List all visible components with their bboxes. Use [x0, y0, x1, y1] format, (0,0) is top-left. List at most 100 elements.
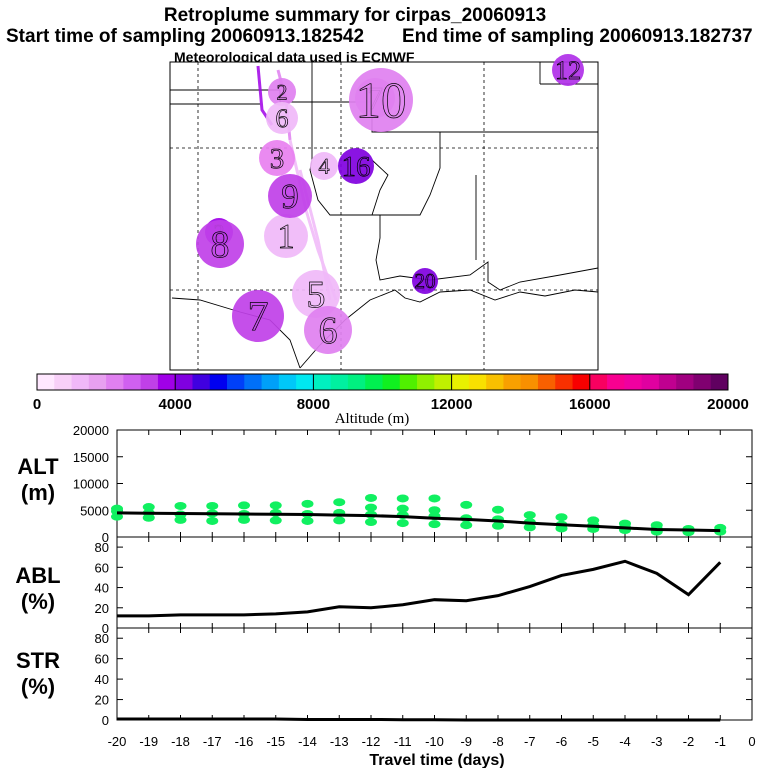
x-tick-label: -16	[235, 734, 254, 749]
x-tick-label: -17	[203, 734, 222, 749]
colorbar-cell	[537, 374, 556, 390]
mean-altitude-line	[116, 511, 721, 533]
x-axis-tick-labels: -20 -19 -18 -17 -16 -15 -14 -13 -12 -11 -10 -9 -8 -7-…	[108, 734, 756, 749]
y-tick-label: 20000	[73, 423, 109, 438]
colorbar-tick-label: 12000	[431, 396, 473, 413]
colorbar-cell	[37, 374, 55, 390]
plume-label: 7	[248, 294, 269, 340]
x-tick-label: 0	[748, 734, 755, 749]
altitude-point	[333, 516, 346, 525]
colorbar-tick-label: 8000	[297, 396, 330, 413]
colorbar-cell	[555, 374, 573, 390]
plume-label: 20	[415, 269, 436, 293]
colorbar-cell	[123, 374, 142, 390]
colorbar-cell	[710, 374, 729, 390]
colorbar-cell	[607, 374, 625, 390]
y-tick-label: 20	[95, 601, 109, 616]
plume-label: 4	[319, 154, 330, 179]
altitude-point	[460, 521, 473, 530]
plume-marker: 8	[196, 220, 244, 268]
colorbar-cell	[347, 374, 366, 390]
colorbar-cell	[399, 374, 418, 390]
plume-marker: 7	[232, 290, 284, 342]
y-tick-label: 5000	[80, 503, 109, 518]
altitude-point	[365, 493, 377, 502]
plume-marker: 6	[304, 306, 352, 354]
plume-label: 8	[211, 224, 230, 266]
colorbar-cell	[278, 374, 297, 390]
colorbar-cell	[658, 374, 677, 390]
colorbar-frame	[36, 373, 729, 391]
colorbar-cell	[693, 374, 712, 390]
colorbar-cell	[641, 374, 660, 390]
colorbar-cell	[140, 374, 159, 390]
altitude-point	[206, 516, 219, 525]
plume-label: 12	[555, 56, 581, 85]
x-axis-title: Travel time (days)	[369, 752, 504, 768]
x-tick-label: -13	[330, 734, 349, 749]
colorbar-cell	[503, 374, 522, 390]
colorbar-cell	[261, 374, 280, 390]
plume-label: 2	[277, 80, 288, 105]
x-tick-label: -19	[139, 734, 158, 749]
altitude-point	[555, 513, 568, 522]
colorbar-cell	[365, 374, 383, 390]
y-tick-label: 60	[95, 560, 109, 575]
x-tick-label: -18	[171, 734, 190, 749]
plume-label: 16	[342, 151, 371, 183]
altitude-point	[428, 520, 441, 529]
altitude-point	[428, 506, 441, 515]
colorbar-cell	[624, 374, 643, 390]
altitude-point	[492, 521, 504, 530]
altitude-point	[396, 519, 409, 528]
colorbar-cell	[54, 374, 72, 390]
plume-circle	[266, 102, 298, 134]
altitude-point	[174, 501, 187, 510]
plume-marker: 2	[268, 78, 296, 106]
colorbar-cells	[37, 374, 729, 390]
altitude-point	[365, 518, 377, 527]
plume-label: 5	[307, 274, 326, 316]
altitude-point	[111, 504, 123, 513]
x-tick-label: -7	[524, 734, 536, 749]
plume-circle	[232, 290, 284, 342]
colorbar-title: Altitude (m)	[335, 411, 410, 427]
altitude-point	[460, 500, 473, 509]
colorbar-cell	[434, 374, 452, 390]
x-tick-label: -10	[425, 734, 444, 749]
y-tick-label: 15000	[73, 450, 109, 465]
colorbar-cell	[451, 374, 470, 390]
plume-marker: 4	[310, 152, 338, 180]
plume-marker: 1	[264, 214, 308, 258]
plume-label: 1	[277, 217, 295, 256]
plume-circle	[310, 152, 338, 180]
colorbar-cell	[589, 374, 608, 390]
panel-ylabel: ALT	[17, 454, 59, 479]
colorbar-cell	[244, 374, 262, 390]
plume-markers: 12345677891012162026	[196, 54, 584, 354]
x-tick-label: -15	[266, 734, 285, 749]
map-gridlines	[170, 62, 598, 370]
altitude-point	[396, 494, 409, 503]
y-tick-label: 0	[102, 530, 109, 545]
altitude-point	[365, 503, 377, 512]
plume-label: 10	[356, 74, 407, 130]
plume-marker: 9	[268, 174, 312, 218]
end-time-label: End time of sampling 20060913.182737	[402, 26, 753, 47]
x-tick-label: -20	[108, 734, 127, 749]
altitude-point	[301, 499, 314, 508]
panel-ylabel: ABL	[15, 563, 60, 588]
altitude-point	[142, 503, 155, 512]
colorbar-cell	[157, 374, 176, 390]
plume-marker: 16	[338, 148, 374, 184]
y-tick-label: 80	[95, 540, 109, 555]
colorbar-cell	[71, 374, 90, 390]
altitude-point	[587, 516, 600, 525]
altitude-point	[206, 501, 219, 510]
altitude-point	[269, 516, 282, 525]
x-tick-label: -9	[460, 734, 472, 749]
altitude-point	[428, 494, 441, 503]
map-borders	[170, 62, 599, 369]
plume-circle	[196, 220, 244, 268]
str-line	[117, 717, 721, 722]
